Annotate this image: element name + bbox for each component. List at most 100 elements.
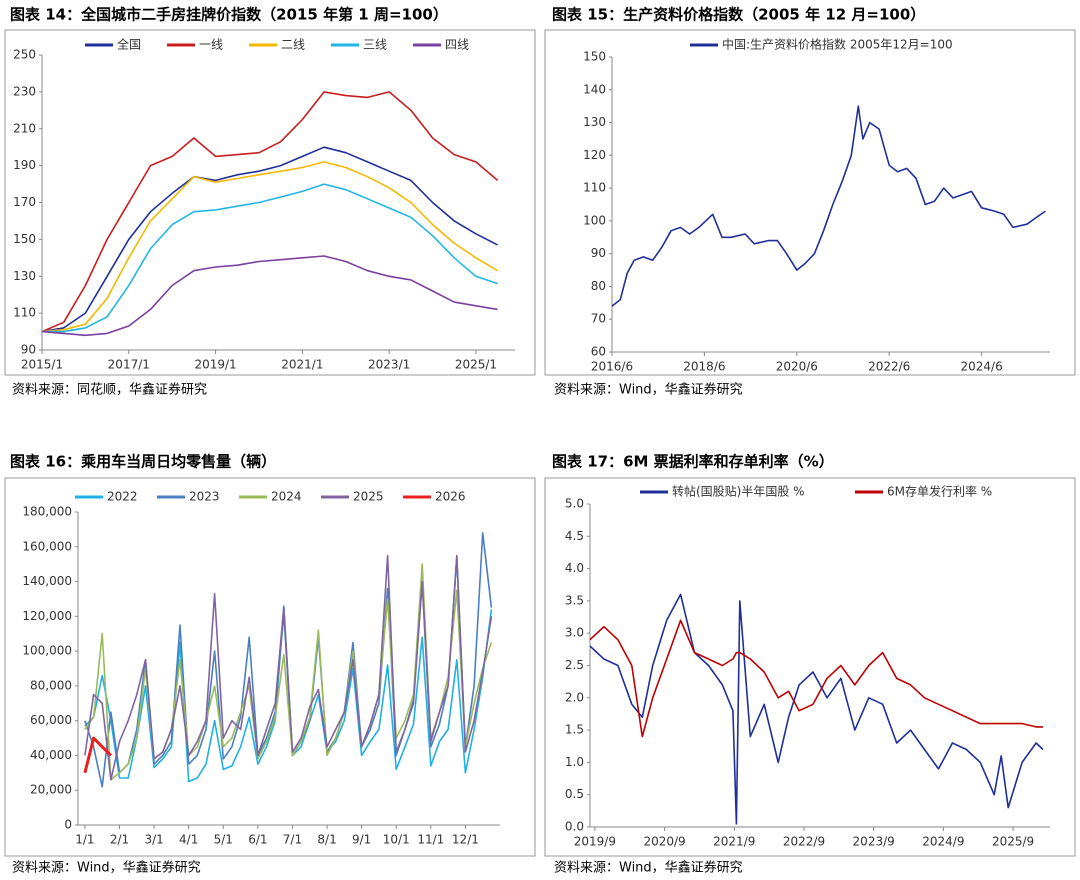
x-tick-label: 2023/9 [853,835,895,849]
x-tick-label: 9/1 [352,833,371,847]
y-tick-label: 130 [583,115,606,129]
x-tick-label: 4/1 [179,833,198,847]
legend-label: 全国 [117,37,141,52]
x-tick-label: 2015/1 [21,358,63,372]
y-tick-label: 60,000 [30,713,72,727]
y-tick-label: 140 [583,82,606,96]
y-tick-label: 180,000 [22,505,72,519]
y-tick-label: 80,000 [30,678,72,692]
y-tick-label: 100,000 [22,644,72,658]
x-tick-label: 3/1 [144,833,163,847]
y-tick-label: 160,000 [22,539,72,553]
x-tick-label: 8/1 [317,833,336,847]
legend-label: 三线 [363,38,387,52]
y-tick-label: 70 [591,312,606,326]
y-tick-label: 80 [591,279,606,293]
x-tick-label: 2020/9 [643,835,685,849]
y-tick-label: 90 [21,343,36,357]
y-tick-label: 0.5 [565,787,584,801]
x-tick-label: 11/1 [417,833,444,847]
y-tick-label: 120 [583,148,606,162]
x-tick-label: 10/1 [383,833,410,847]
legend-label: 2023 [189,490,220,504]
series-line [83,736,112,774]
series-line [589,619,1043,738]
legend-label: 2022 [107,490,138,504]
series-line [42,183,498,333]
x-tick-label: 2024/6 [961,360,1003,374]
series-line [84,554,493,781]
legend-label: 四线 [445,38,469,52]
source-note: 资料来源：同花顺，华鑫证券研究 [12,382,207,398]
chart-title: 图表 17：6M 票据利率和存单利率（%） [552,453,834,471]
x-tick-label: 5/1 [214,833,233,847]
series-line [41,161,499,333]
y-tick-label: 90 [591,246,606,260]
x-tick-label: 1/1 [75,833,94,847]
y-tick-label: 1.5 [565,723,584,737]
x-tick-label: 2022/9 [783,835,825,849]
y-tick-label: 250 [13,48,36,62]
chart-title: 图表 15：生产资料价格指数（2005 年 12 月=100） [552,6,925,24]
y-tick-label: 110 [13,306,36,320]
series-line [611,105,1046,307]
series-line [41,255,498,337]
x-tick-label: 7/1 [283,833,302,847]
x-tick-label: 2025/9 [992,835,1034,849]
y-tick-label: 2.5 [565,658,584,672]
chart-title: 图表 16：乘用车当周日均零售量（辆） [10,453,276,471]
x-tick-label: 2025/1 [455,358,497,372]
x-tick-label: 2018/6 [683,360,725,374]
x-tick-label: 2019/9 [574,835,616,849]
chart-title: 图表 14：全国城市二手房挂牌价指数（2015 年第 1 周=100） [10,6,448,24]
x-tick-label: 2017/1 [108,358,150,372]
y-tick-label: 4.5 [565,529,584,543]
panel-frame [544,29,1076,376]
y-tick-label: 100 [583,213,606,227]
y-tick-label: 1.0 [565,755,584,769]
x-tick-label: 2021/1 [281,358,323,372]
y-tick-label: 110 [583,181,606,195]
x-tick-label: 2021/9 [713,835,755,849]
legend-label: 2026 [435,490,466,504]
x-tick-label: 2020/6 [776,360,818,374]
series-line [41,146,498,333]
y-tick-label: 210 [13,121,36,135]
x-tick-label: 6/1 [248,833,267,847]
y-tick-label: 2.0 [565,690,584,704]
legend-label: 一线 [199,38,223,52]
y-tick-label: 0 [64,818,72,832]
series-line [41,91,499,333]
source-note: 资料来源：Wind，华鑫证券研究 [554,382,743,398]
legend-label: 2024 [271,490,302,504]
y-tick-label: 190 [13,158,36,172]
source-note: 资料来源：Wind，华鑫证券研究 [12,860,201,876]
y-tick-label: 3.0 [565,626,584,640]
y-tick-label: 170 [13,195,36,209]
panel-frame [544,477,1076,857]
x-tick-label: 2016/6 [591,360,633,374]
x-tick-label: 2019/1 [194,358,236,372]
legend-label: 中国:生产资料价格指数 2005年12月=100 [722,37,953,52]
panel-frame [4,477,536,857]
legend-label: 转帖(国股贴)半年国股 % [672,484,805,499]
y-tick-label: 0.0 [565,820,584,834]
panel-frame [4,29,536,376]
y-tick-label: 230 [13,84,36,98]
x-tick-label: 2023/1 [368,358,410,372]
legend-label: 二线 [281,38,305,52]
y-tick-label: 140,000 [22,574,72,588]
y-tick-label: 150 [583,50,606,64]
x-tick-label: 2024/9 [922,835,964,849]
y-tick-label: 40,000 [30,748,72,762]
x-tick-label: 2022/6 [868,360,910,374]
y-tick-label: 130 [13,269,36,283]
y-tick-label: 5.0 [565,497,584,511]
source-note: 资料来源：Wind，华鑫证券研究 [554,860,743,876]
y-tick-label: 4.0 [565,561,584,575]
x-tick-label: 2/1 [110,833,129,847]
series-line [589,593,1044,825]
y-tick-label: 120,000 [22,609,72,623]
x-tick-label: 12/1 [452,833,479,847]
